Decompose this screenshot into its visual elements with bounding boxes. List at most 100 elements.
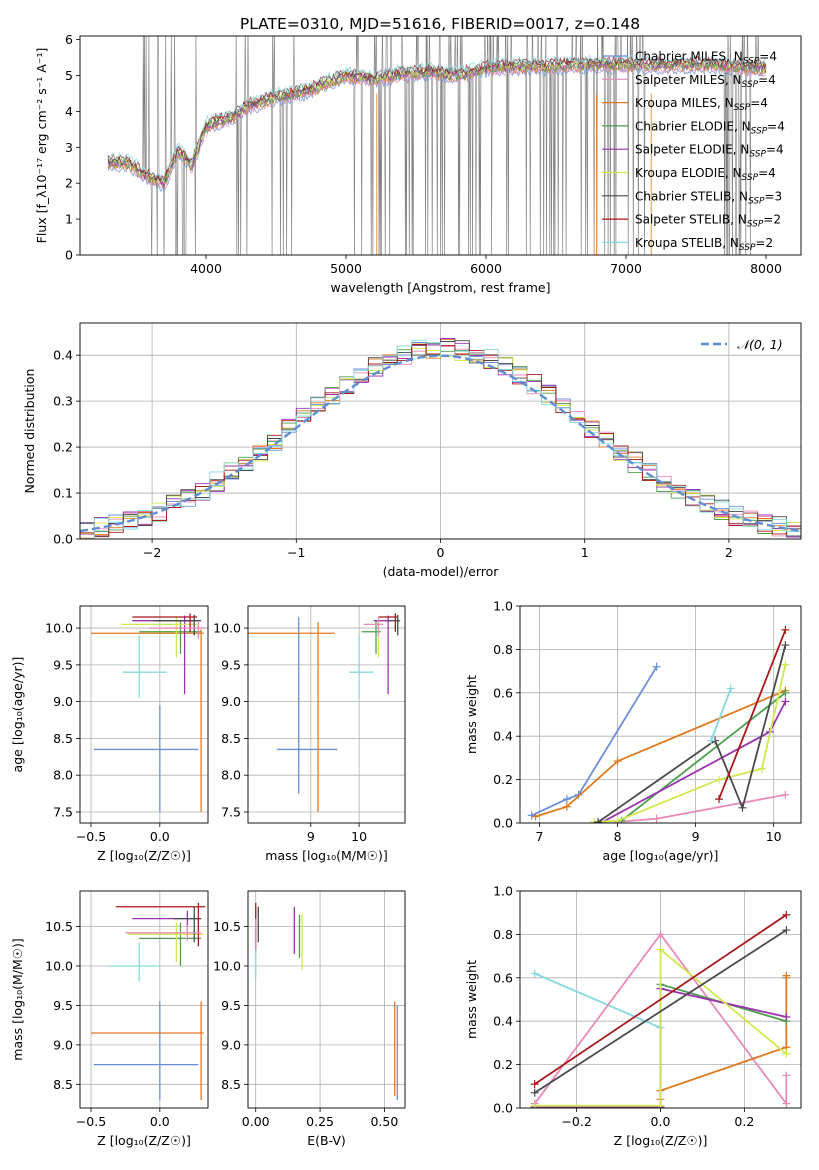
x-tick-label: 6000 bbox=[470, 261, 502, 276]
series-line bbox=[535, 689, 786, 818]
y-tick-label: 1.0 bbox=[493, 884, 513, 899]
histogram-step bbox=[80, 337, 801, 539]
series-marker bbox=[715, 795, 724, 804]
x-tick-label: 9 bbox=[307, 829, 315, 844]
x-tick-label: −2 bbox=[143, 545, 161, 560]
panel-age-vs-z: −0.5 0.0 7.5 8.0 8.5 9.0 9.5 10.0 Z [log₁₀(Z/Z☉)… bbox=[10, 605, 209, 863]
y-tick-label: 9.5 bbox=[53, 657, 73, 672]
y-tick-label: 7.5 bbox=[53, 804, 73, 819]
series-marker bbox=[781, 625, 790, 634]
series-marker bbox=[531, 812, 540, 821]
x-tick-label: 0.0 bbox=[150, 829, 170, 844]
x-axis-label: age [log₁₀(age/yr)] bbox=[603, 848, 719, 863]
x-axis-label: Z [log₁₀(Z/Z☉)] bbox=[97, 848, 191, 863]
panel-spectrum: 4000 5000 6000 7000 8000 0 1 2 3 4 5 6 wavelength [A… bbox=[34, 32, 802, 295]
y-axis-label: Normed distribution bbox=[22, 369, 37, 494]
legend-label: Kroupa MILES, NSSP=4 bbox=[635, 96, 768, 113]
x-tick-label: 0 bbox=[437, 545, 445, 560]
series-marker bbox=[594, 818, 603, 823]
series-marker bbox=[656, 1101, 665, 1108]
x-tick-label: 0.00 bbox=[242, 1114, 270, 1129]
legend-label: Chabrier ELODIE, NSSP=4 bbox=[635, 119, 785, 136]
series-marker bbox=[530, 969, 539, 978]
x-axis-label: wavelength [Angstrom, rest frame] bbox=[330, 280, 550, 295]
y-tick-label: 0.1 bbox=[53, 486, 73, 501]
series-marker bbox=[652, 662, 661, 671]
y-tick-label: 0.0 bbox=[53, 532, 73, 547]
axes-frame bbox=[79, 890, 209, 1109]
y-tick-label: 4 bbox=[65, 104, 73, 119]
y-tick-label: 9.5 bbox=[221, 657, 241, 672]
y-tick-label: 0.4 bbox=[53, 348, 73, 363]
series-marker bbox=[656, 945, 665, 954]
panel-residuals: −2 −1 0 1 2 0.0 0.1 0.2 0.3 0.4 (data-model)/error… bbox=[22, 322, 802, 579]
y-tick-label: 3 bbox=[65, 140, 73, 155]
series-line bbox=[594, 664, 787, 823]
series-marker bbox=[738, 803, 747, 812]
y-tick-label: 9.0 bbox=[221, 694, 241, 709]
series-marker bbox=[782, 1049, 791, 1058]
normal-curve bbox=[80, 354, 801, 533]
x-axis-label: mass [log₁₀(M/M☉)] bbox=[265, 848, 387, 863]
y-tick-label: 0.4 bbox=[493, 1014, 513, 1029]
plot-area bbox=[107, 36, 767, 255]
x-tick-label: 10 bbox=[351, 829, 367, 844]
series-line bbox=[617, 793, 786, 823]
y-tick-label: 0.8 bbox=[493, 927, 513, 942]
x-tick-label: 0.0 bbox=[651, 1114, 671, 1129]
series-line bbox=[534, 929, 787, 1094]
series-marker bbox=[562, 802, 571, 811]
series-marker bbox=[757, 764, 766, 773]
y-axis-label: Flux [f_λ10⁻¹⁷ erg cm⁻² s⁻¹ A⁻¹] bbox=[34, 48, 49, 244]
y-tick-label: 10.0 bbox=[45, 958, 73, 973]
y-tick-label: 0.2 bbox=[53, 440, 73, 455]
legend-label: Salpeter STELIB, NSSP=2 bbox=[635, 213, 781, 230]
y-axis-label: mass weight bbox=[464, 675, 479, 754]
series-marker bbox=[781, 660, 790, 669]
series-marker bbox=[562, 795, 571, 804]
y-tick-label: 1.0 bbox=[493, 599, 513, 614]
series-marker bbox=[782, 971, 791, 980]
x-axis-label: (data-model)/error bbox=[383, 564, 500, 579]
series-marker bbox=[726, 684, 735, 693]
panel-age-vs-mass: 9 10 7.5 8.0 8.5 9.0 9.5 10.0 mass [log₁₀(M/M☉)] bbox=[213, 605, 406, 863]
series-marker bbox=[707, 736, 716, 745]
series-line bbox=[601, 701, 787, 823]
x-tick-label: 8 bbox=[614, 829, 622, 844]
x-tick-label: 5000 bbox=[330, 261, 362, 276]
series-marker bbox=[782, 926, 791, 935]
plot-area bbox=[527, 625, 790, 823]
y-tick-label: 2 bbox=[65, 176, 73, 191]
y-tick-label: 0.0 bbox=[493, 1101, 513, 1116]
y-tick-label: 6 bbox=[65, 32, 73, 47]
series-line bbox=[710, 688, 732, 741]
x-tick-label: 7000 bbox=[610, 261, 642, 276]
x-tick-label: 4000 bbox=[190, 261, 222, 276]
y-tick-label: 7.5 bbox=[221, 804, 241, 819]
series-marker bbox=[527, 811, 536, 820]
x-tick-label: 7 bbox=[536, 829, 544, 844]
spectrum-model-line bbox=[107, 56, 767, 183]
series-marker bbox=[530, 1088, 539, 1097]
x-tick-label: 0.2 bbox=[734, 1114, 754, 1129]
plot-area bbox=[255, 902, 398, 1101]
histogram-step bbox=[80, 339, 801, 539]
y-tick-label: 8.0 bbox=[53, 768, 73, 783]
x-tick-label: −0.5 bbox=[76, 829, 106, 844]
x-axis-label: Z [log₁₀(Z/Z☉)] bbox=[614, 1133, 708, 1148]
series-line bbox=[718, 629, 787, 800]
x-tick-label: −0.2 bbox=[561, 1114, 591, 1129]
legend-label: Chabrier STELIB, NSSP=3 bbox=[635, 189, 782, 206]
y-tick-label: 10.0 bbox=[45, 621, 73, 636]
x-tick-label: 10 bbox=[766, 829, 782, 844]
panel-mass-vs-ebv: 0.00 0.25 0.50 8.5 9.0 9.5 10.0 10.5 E(B-V) bbox=[213, 890, 406, 1148]
x-tick-label: −1 bbox=[287, 545, 305, 560]
series-marker bbox=[782, 1099, 791, 1108]
legend-label: Kroupa STELIB, NSSP=2 bbox=[635, 236, 773, 253]
plot-area bbox=[91, 613, 206, 812]
series-line bbox=[534, 972, 661, 1029]
legend-label: Chabrier MILES, NSSP=4 bbox=[635, 50, 777, 67]
series-marker bbox=[781, 641, 790, 650]
y-tick-label: 9.5 bbox=[53, 998, 73, 1013]
axes-frame bbox=[519, 605, 802, 824]
